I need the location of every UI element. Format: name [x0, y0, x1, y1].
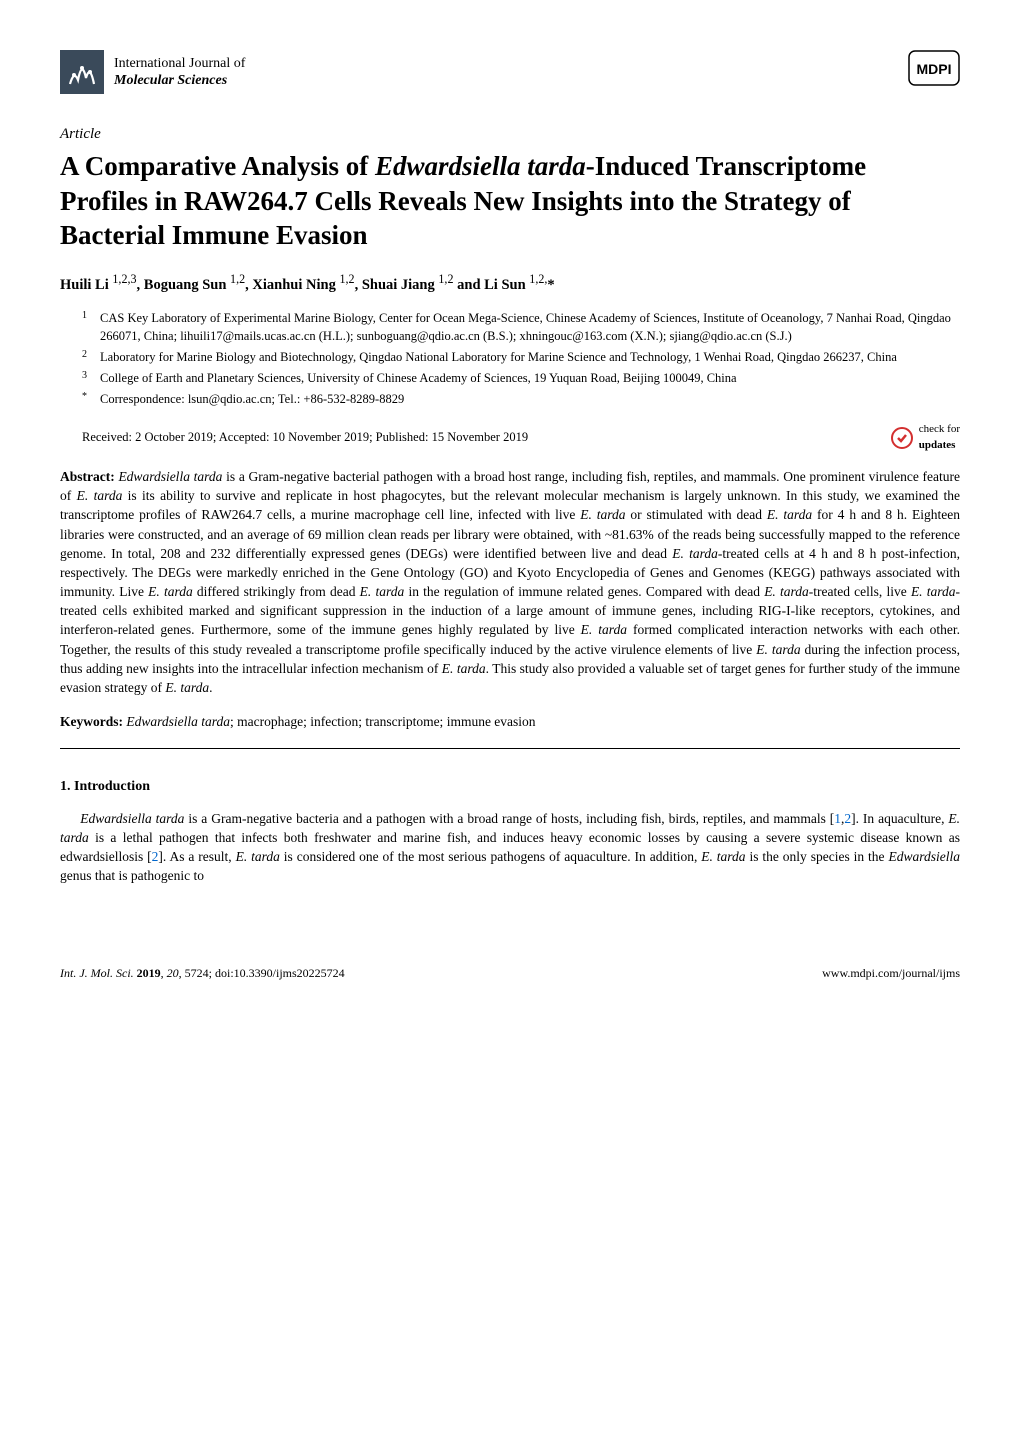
check-updates-line2: updates	[919, 438, 960, 453]
header: International Journal of Molecular Scien…	[60, 50, 960, 94]
affiliation-text: Correspondence: lsun@qdio.ac.cn; Tel.: +…	[100, 390, 960, 408]
affiliation-marker: *	[82, 390, 100, 408]
affiliation-item: 1CAS Key Laboratory of Experimental Mari…	[82, 309, 960, 345]
footer-url[interactable]: www.mdpi.com/journal/ijms	[822, 965, 960, 982]
affiliation-text: College of Earth and Planetary Sciences,…	[100, 369, 960, 387]
check-updates-line1: check for	[919, 422, 960, 437]
journal-title-line1: International Journal of	[114, 55, 245, 73]
dates-row: Received: 2 October 2019; Accepted: 10 N…	[82, 422, 960, 453]
ref-link[interactable]: 1	[834, 811, 841, 826]
dates-text: Received: 2 October 2019; Accepted: 10 N…	[82, 429, 528, 447]
keywords-label: Keywords:	[60, 714, 123, 729]
journal-title: International Journal of Molecular Scien…	[114, 55, 245, 90]
affiliation-marker: 3	[82, 369, 100, 387]
ref-link[interactable]: 2	[844, 811, 851, 826]
footer-citation: Int. J. Mol. Sci. 2019, 20, 5724; doi:10…	[60, 965, 345, 982]
ijms-logo-icon	[60, 50, 104, 94]
article-title: A Comparative Analysis of Edwardsiella t…	[60, 149, 960, 253]
affiliation-text: Laboratory for Marine Biology and Biotec…	[100, 348, 960, 366]
affiliation-marker: 1	[82, 309, 100, 345]
abstract-label: Abstract:	[60, 469, 115, 484]
affiliation-item: 3College of Earth and Planetary Sciences…	[82, 369, 960, 387]
section-divider	[60, 748, 960, 749]
check-updates-text: check for updates	[919, 422, 960, 453]
check-updates-badge[interactable]: check for updates	[891, 422, 960, 453]
affiliation-item: 2Laboratory for Marine Biology and Biote…	[82, 348, 960, 366]
intro-paragraph: Edwardsiella tarda is a Gram-negative ba…	[60, 809, 960, 886]
affiliation-text: CAS Key Laboratory of Experimental Marin…	[100, 309, 960, 345]
abstract-text: Edwardsiella tarda is a Gram-negative ba…	[60, 469, 960, 695]
footer: Int. J. Mol. Sci. 2019, 20, 5724; doi:10…	[60, 965, 960, 982]
mdpi-logo-icon: MDPI	[908, 50, 960, 86]
journal-brand: International Journal of Molecular Scien…	[60, 50, 245, 94]
article-type: Article	[60, 124, 960, 145]
keywords: Keywords: Edwardsiella tarda; macrophage…	[60, 713, 960, 732]
affiliations: 1CAS Key Laboratory of Experimental Mari…	[82, 309, 960, 409]
affiliation-item: *Correspondence: lsun@qdio.ac.cn; Tel.: …	[82, 390, 960, 408]
journal-title-line2: Molecular Sciences	[114, 72, 245, 90]
svg-text:MDPI: MDPI	[917, 61, 952, 77]
abstract: Abstract: Edwardsiella tarda is a Gram-n…	[60, 467, 960, 697]
ref-link[interactable]: 2	[152, 849, 159, 864]
check-updates-icon	[891, 427, 913, 449]
intro-heading: 1. Introduction	[60, 777, 960, 797]
keywords-text: Edwardsiella tarda; macrophage; infectio…	[123, 714, 536, 729]
affiliation-marker: 2	[82, 348, 100, 366]
authors: Huili Li 1,2,3, Boguang Sun 1,2, Xianhui…	[60, 271, 960, 295]
